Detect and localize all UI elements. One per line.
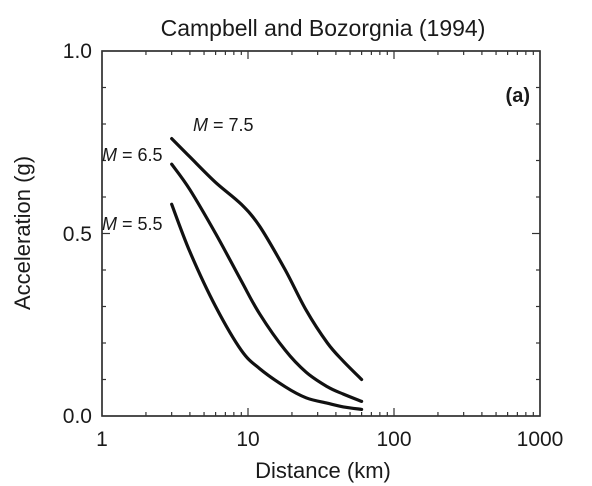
y-tick-label-0: 0.0 xyxy=(63,405,92,428)
x-tick-label-1: 1 xyxy=(96,428,108,451)
y-tick-labels: 0.0 0.5 1.0 xyxy=(63,40,92,428)
series-labels: M = 7.5 M = 6.5 M = 5.5 xyxy=(102,115,254,234)
series-label-m7-5: M = 7.5 xyxy=(193,115,254,135)
x-tick-label-100: 100 xyxy=(376,428,411,451)
x-axis-label: Distance (km) xyxy=(255,458,391,483)
y-tick-label-0-5: 0.5 xyxy=(63,223,92,246)
curve-series-0 xyxy=(170,137,364,382)
curve-series-1 xyxy=(170,162,364,403)
series-label-m6-5: M = 6.5 xyxy=(102,145,163,165)
x-tick-label-1000: 1000 xyxy=(517,428,564,451)
curves xyxy=(170,137,364,411)
y-axis-label: Acceleration (g) xyxy=(10,156,35,310)
series-label-m5-5: M = 5.5 xyxy=(102,214,163,234)
curve-series-2 xyxy=(170,202,364,411)
chart-title: Campbell and Bozorgnia (1994) xyxy=(161,15,486,41)
panel-label: (a) xyxy=(506,85,530,107)
plot-frame xyxy=(101,50,541,417)
y-tick-label-1: 1.0 xyxy=(63,40,92,63)
x-tick-labels: 1 10 100 1000 xyxy=(96,428,563,451)
x-tick-label-10: 10 xyxy=(236,428,259,451)
tick-marks xyxy=(101,50,541,417)
